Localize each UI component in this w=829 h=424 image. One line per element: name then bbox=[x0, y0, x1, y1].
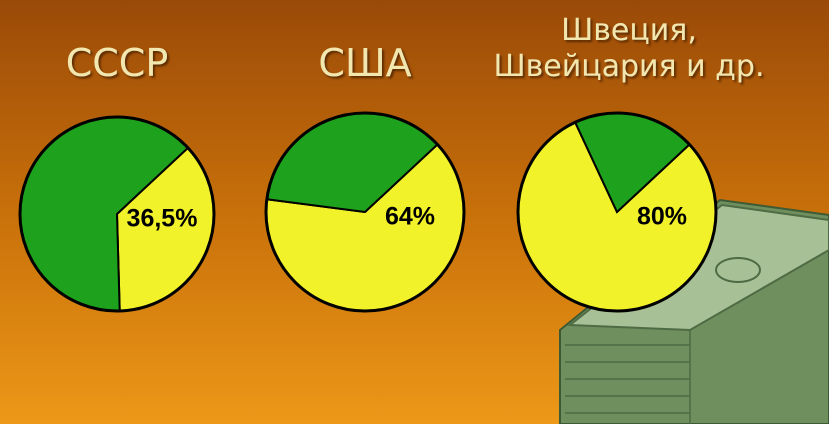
chart-title: США bbox=[318, 41, 411, 85]
chart-title: СССР bbox=[66, 41, 169, 85]
chart-title: Швеция, bbox=[561, 13, 697, 48]
page: {"chart_data": [ {"type": "pie", "title"… bbox=[0, 0, 829, 424]
chart: СССР 36,5% США 64% Швеция,Швейцария и др. 80% bbox=[0, 0, 829, 424]
value-label: 36,5% bbox=[127, 205, 198, 233]
value-label: 64% bbox=[385, 203, 435, 231]
value-label: 80% bbox=[637, 203, 687, 231]
chart-title: Швейцария и др. bbox=[494, 49, 765, 84]
